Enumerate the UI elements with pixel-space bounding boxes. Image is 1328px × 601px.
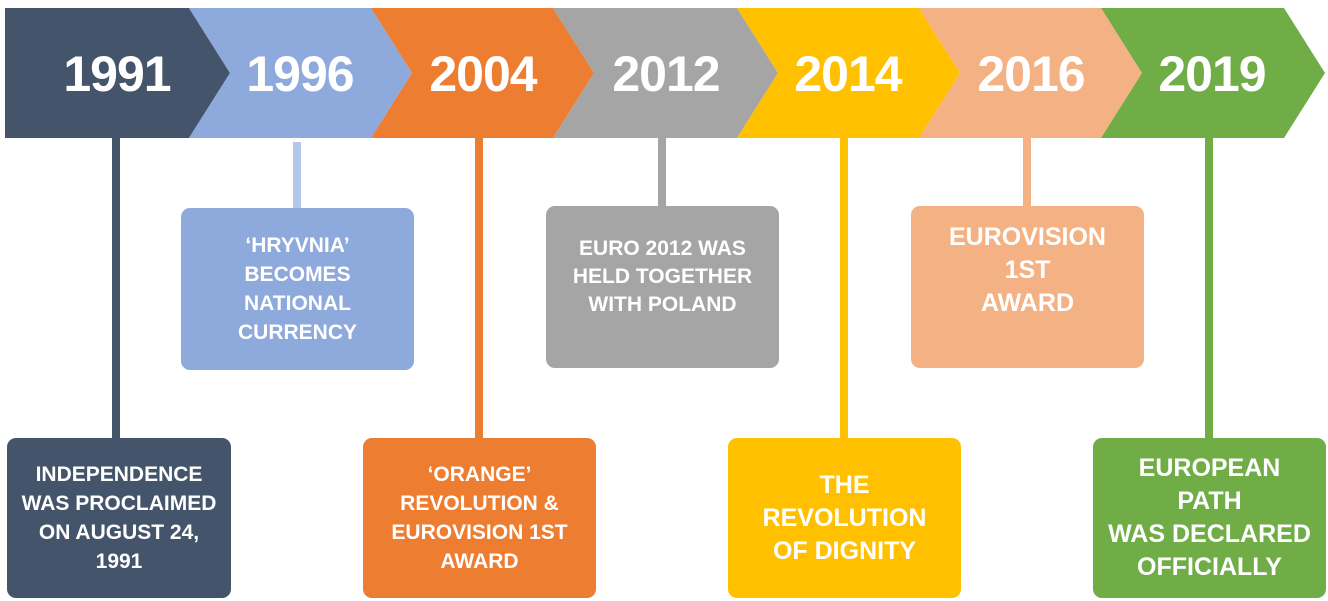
connector-line-2012 — [658, 138, 666, 206]
year-label-2004: 2004 — [429, 46, 537, 102]
year-chevron-2016 — [919, 8, 1142, 138]
connector-line-2004 — [475, 138, 483, 438]
connector-line-2016 — [1023, 138, 1031, 206]
year-label-2012: 2012 — [612, 46, 720, 102]
event-box-1991: INDEPENDENCE WAS PROCLAIMED ON AUGUST 24… — [7, 438, 231, 598]
year-label-2016: 2016 — [977, 46, 1085, 102]
year-label-1996: 1996 — [246, 46, 354, 102]
connector-line-2019 — [1205, 138, 1213, 438]
year-chevron-2004 — [371, 8, 594, 138]
year-label-1991: 1991 — [63, 46, 171, 102]
year-chevron-2012 — [553, 8, 778, 138]
year-label-2019: 2019 — [1158, 46, 1266, 102]
connector-line-1991 — [112, 138, 120, 438]
year-label-2014: 2014 — [794, 46, 902, 102]
event-box-1996: ‘HRYVNIA’ BECOMES NATIONAL CURRENCY — [181, 208, 414, 370]
event-box-2016: EUROVISION 1ST AWARD — [911, 206, 1144, 368]
year-chevron-1991 — [5, 8, 230, 138]
year-chevron-2019 — [1101, 8, 1325, 138]
event-box-2004: ‘ORANGE’ REVOLUTION & EUROVISION 1ST AWA… — [363, 438, 596, 598]
year-chevron-2014 — [737, 8, 960, 138]
connector-line-1996 — [293, 142, 301, 208]
year-chevron-1996 — [189, 8, 412, 138]
event-box-2012: EURO 2012 WAS HELD TOGETHER WITH POLAND — [546, 206, 779, 368]
event-box-2019: EUROPEAN PATH WAS DECLARED OFFICIALLY — [1093, 438, 1326, 598]
connector-line-2014 — [840, 138, 848, 438]
event-box-2014: THE REVOLUTION OF DIGNITY — [728, 438, 961, 598]
